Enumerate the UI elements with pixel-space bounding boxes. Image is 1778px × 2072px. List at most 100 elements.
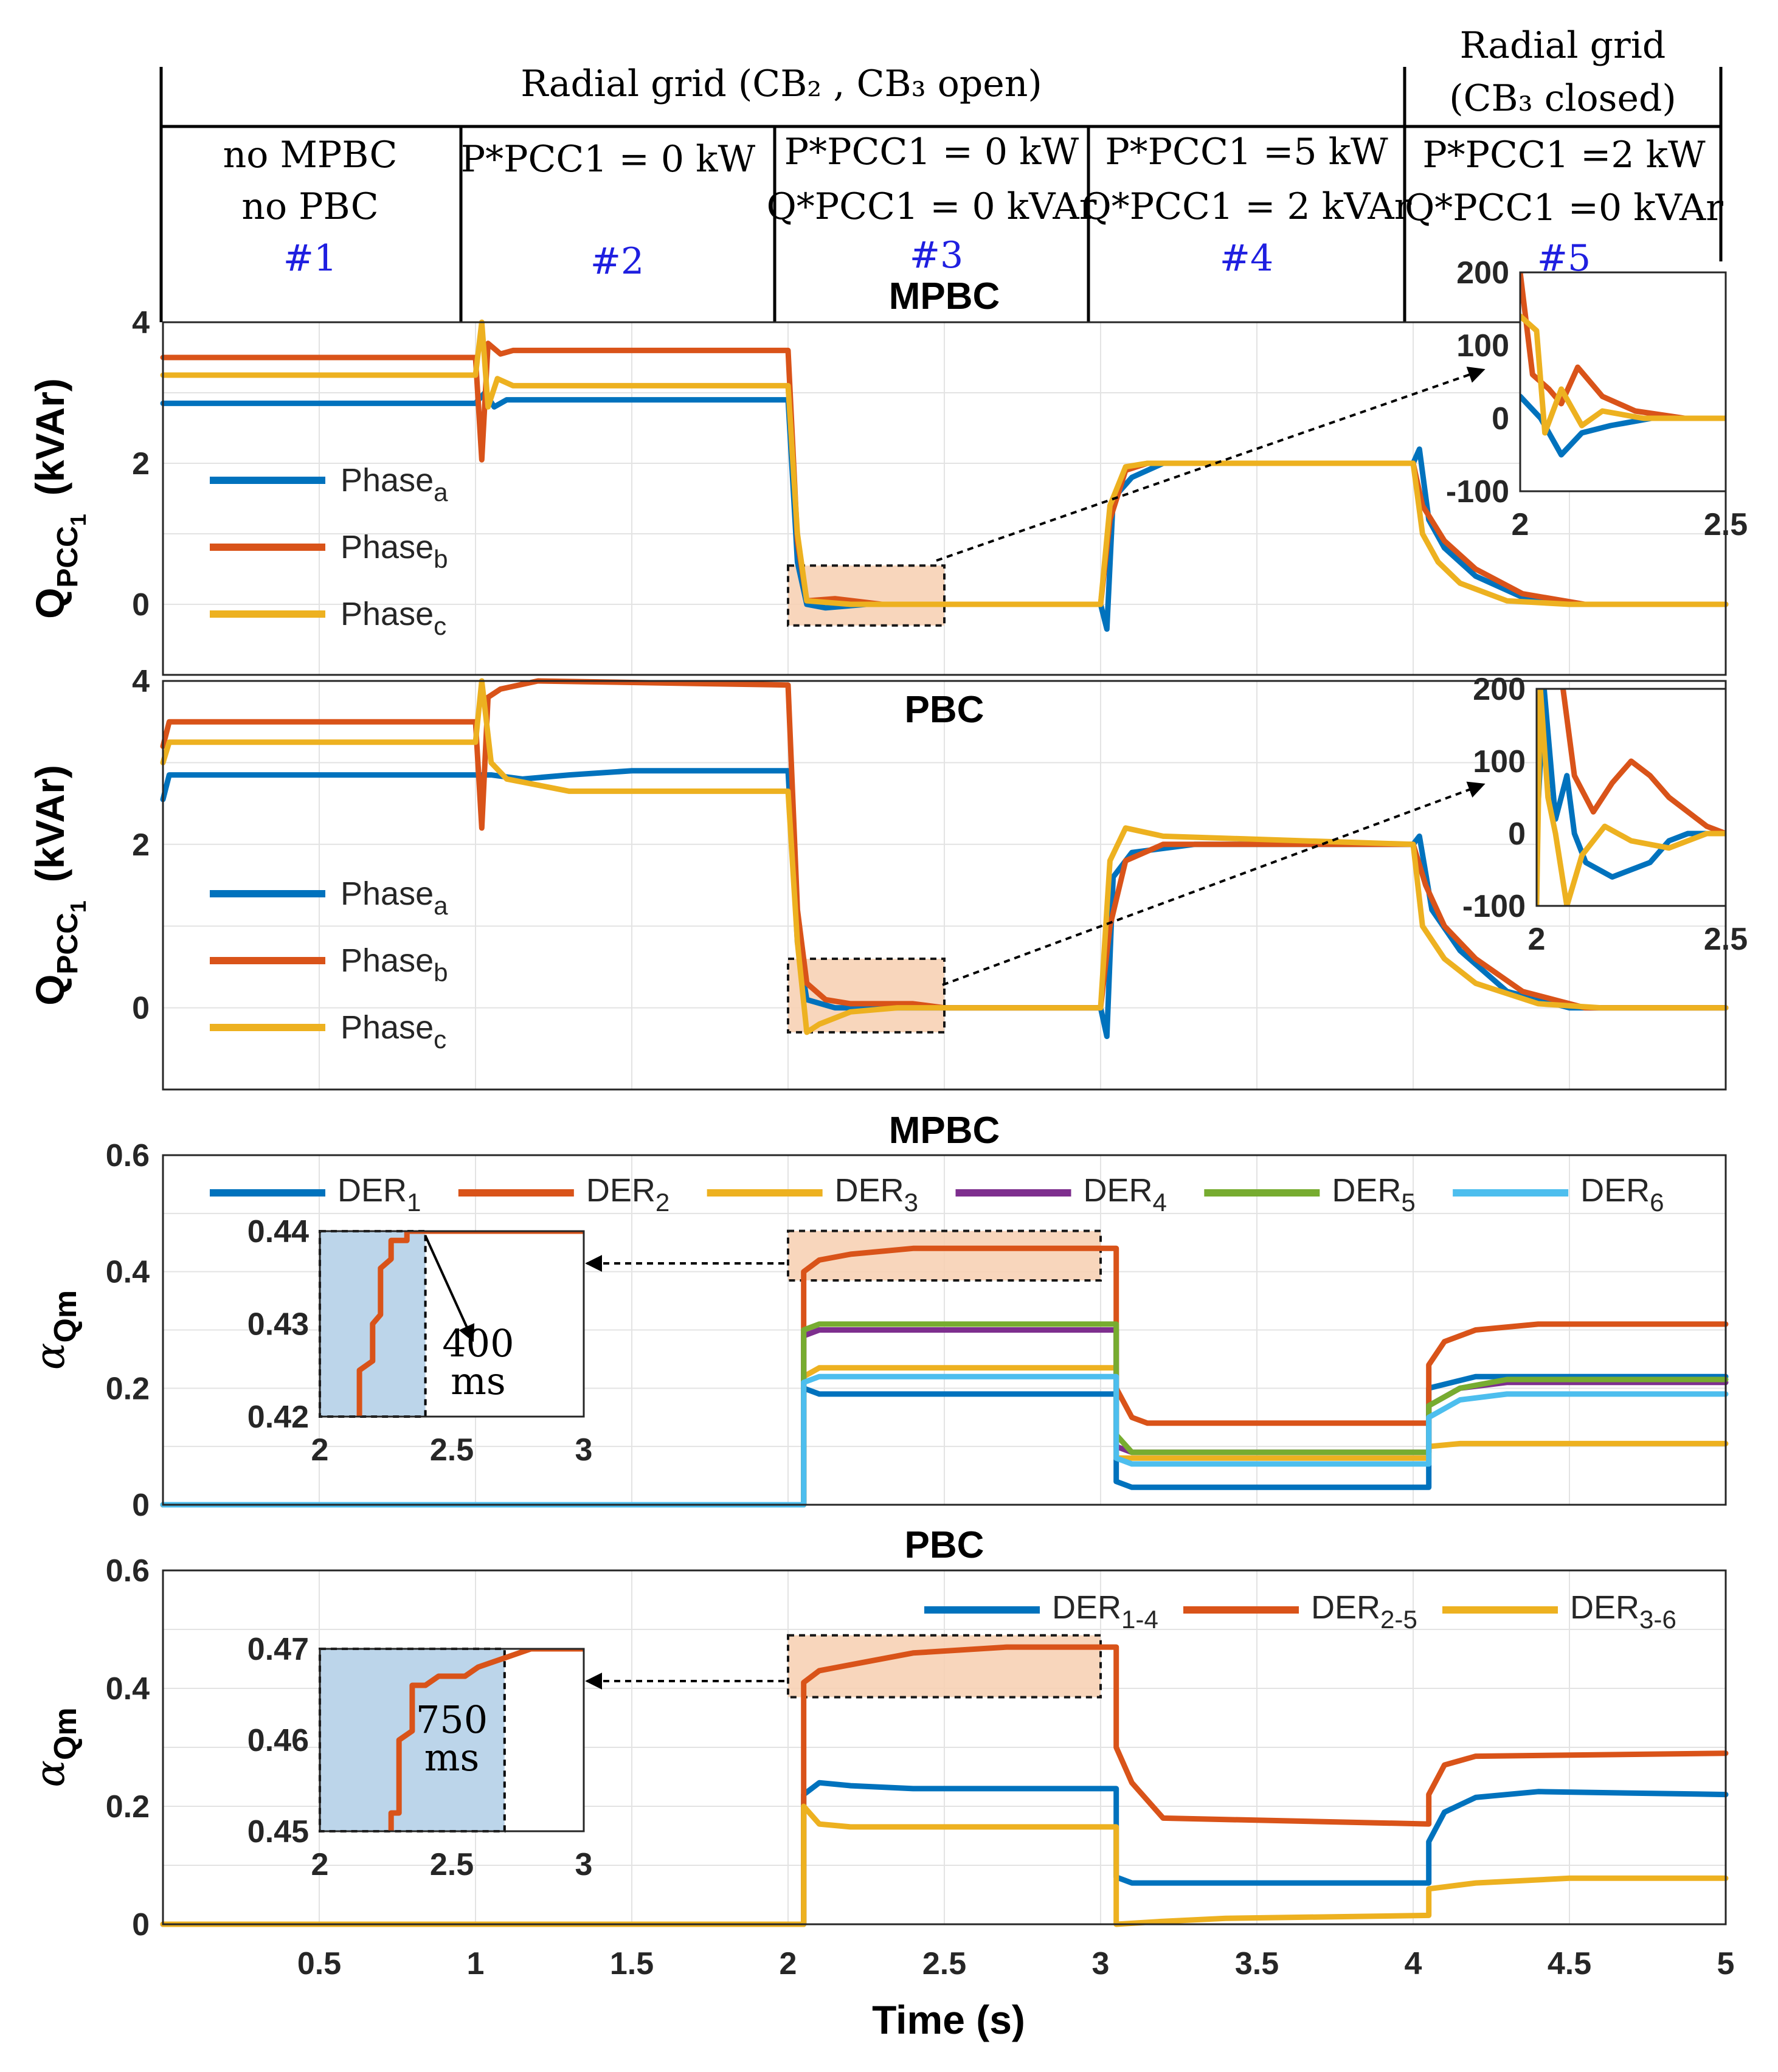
y-tick-label: 0.6 xyxy=(106,1138,150,1173)
inset-shaded-region xyxy=(319,1648,506,1832)
x-tick-label: 1 xyxy=(467,1946,485,1981)
inset-frame xyxy=(319,1230,585,1418)
inset-y-tick: 0.45 xyxy=(247,1814,309,1849)
legend-label: DER2 xyxy=(586,1172,669,1217)
case-4-line1: P*PCC1 =5 kW xyxy=(1105,131,1388,173)
label-subscript: 1 xyxy=(407,1188,421,1217)
label-subscript: a xyxy=(434,891,448,920)
inset-y-tick: -100 xyxy=(1462,889,1526,924)
inset-x-tick: 2.5 xyxy=(1704,922,1748,957)
x-tick-label: 3 xyxy=(1092,1946,1110,1981)
plot-frame xyxy=(162,1154,1727,1506)
case-5-line1: P*PCC1 =2 kW xyxy=(1422,134,1706,176)
legend-label: Phaseb xyxy=(341,529,448,573)
inset-series-phasec xyxy=(1537,689,1726,906)
x-axis-label: Time (s) xyxy=(872,1997,1025,2042)
label-base: DER xyxy=(835,1172,904,1209)
x-tick-label: 3.5 xyxy=(1235,1946,1279,1981)
label-base: DER xyxy=(1311,1589,1380,1626)
y-tick-label: 0.4 xyxy=(106,1671,150,1707)
header-radial-open: Radial grid (CB₂ , CB₃ open) xyxy=(521,63,1042,105)
y-label-subsub: 1 xyxy=(66,900,91,913)
y-axis-label: QPCC1 (kVAr) xyxy=(27,765,91,1006)
y-label-subsub: 1 xyxy=(66,514,91,526)
y-tick-label: 0.2 xyxy=(106,1789,150,1825)
y-axis-label: αQm xyxy=(27,1290,83,1370)
panel-title: MPBC xyxy=(889,275,1000,317)
legend-label: DER6 xyxy=(1580,1172,1664,1217)
y-tick-label: 4 xyxy=(132,305,150,340)
legend-label: DER5 xyxy=(1332,1172,1415,1217)
label-base: Phase xyxy=(341,875,434,912)
case-3-line2: Q*PCC1 = 0 kVAr xyxy=(767,185,1097,228)
x-tick-label: 2.5 xyxy=(922,1946,966,1981)
legend-label: DER1-4 xyxy=(1052,1589,1158,1634)
y-tick-label: 2 xyxy=(132,827,150,863)
label-subscript: b xyxy=(434,545,448,573)
label-base: DER xyxy=(337,1172,407,1209)
panel-title: MPBC xyxy=(889,1110,1000,1152)
label-base: Phase xyxy=(341,462,434,499)
y-axis-label: αQm xyxy=(27,1707,83,1787)
x-tick-label: 4.5 xyxy=(1548,1946,1591,1981)
zoom-arrow xyxy=(936,367,1486,562)
case-5: P*PCC1 =2 kW Q*PCC1 =0 kVAr #5 xyxy=(1405,134,1723,280)
series-line-der2 xyxy=(160,1245,1729,1508)
label-subscript: 3-6 xyxy=(1639,1605,1676,1634)
series-line-der6 xyxy=(160,1373,1729,1508)
inset-annotation-unit: ms xyxy=(424,1735,480,1780)
legend-label: Phasea xyxy=(341,875,448,920)
y-tick-label: 0 xyxy=(132,991,150,1026)
inset-x-tick: 2 xyxy=(1528,922,1546,957)
panel-title: PBC xyxy=(905,1524,984,1566)
series-line-der2-5 xyxy=(160,1644,1729,1927)
case-4-line2: Q*PCC1 = 2 kVAr xyxy=(1082,185,1412,228)
label-base: DER xyxy=(1580,1172,1650,1209)
y-label-base: Q xyxy=(27,588,72,619)
case-1-line1: no MPBC xyxy=(223,134,398,176)
panel-title: PBC xyxy=(905,689,984,731)
inset-x-tick: 3 xyxy=(575,1432,593,1468)
label-base: DER xyxy=(1332,1172,1401,1209)
label-subscript: 5 xyxy=(1401,1188,1415,1217)
case-4-number: #4 xyxy=(1220,237,1273,280)
case-2-line1: P*PCC1 = 0 kW xyxy=(461,138,756,181)
label-subscript: 4 xyxy=(1153,1188,1167,1217)
case-1-line2: no PBC xyxy=(241,185,378,228)
inset-x-tick: 3 xyxy=(575,1847,593,1882)
inset-frame xyxy=(319,1648,585,1832)
y-label-unit: (kVAr) xyxy=(27,378,72,496)
inset-annotation-unit: ms xyxy=(451,1359,506,1403)
scenario-header xyxy=(159,67,1723,322)
case-5-line2: Q*PCC1 =0 kVAr xyxy=(1405,187,1723,229)
inset-series-der2 xyxy=(356,1231,584,1417)
label-subscript: 6 xyxy=(1650,1188,1664,1217)
label-base: DER xyxy=(1084,1172,1153,1209)
label-base: DER xyxy=(1052,1589,1121,1626)
y-label-alpha: α xyxy=(27,1343,74,1370)
series-line-phasec xyxy=(160,678,1729,1035)
y-label-sub: Qm xyxy=(48,1707,83,1760)
inset-y-tick: 200 xyxy=(1456,255,1509,291)
inset-x-tick: 2.5 xyxy=(1704,507,1748,542)
y-label-sub: PCC xyxy=(52,913,84,974)
y-axis-label: QPCC1 (kVAr) xyxy=(27,378,91,619)
series-line-der5 xyxy=(160,1321,1729,1508)
inset-y-tick: 0.44 xyxy=(247,1214,309,1249)
inset-x-tick: 2 xyxy=(1512,507,1529,542)
legend-label: Phasea xyxy=(341,462,448,506)
label-subscript: b xyxy=(434,958,448,987)
case-3: P*PCC1 = 0 kW Q*PCC1 = 0 kVAr #3 xyxy=(767,131,1097,277)
inset-y-tick: 0 xyxy=(1492,401,1509,437)
label-base: Phase xyxy=(341,596,434,632)
case-2: P*PCC1 = 0 kW #2 xyxy=(461,138,756,283)
y-tick-label: 0 xyxy=(132,1488,150,1523)
label-base: Phase xyxy=(341,1009,434,1046)
header-radial-closed-line2: (CB₃ closed) xyxy=(1449,77,1676,120)
inset-series-der2-5 xyxy=(388,1649,584,1831)
x-tick-label: 5 xyxy=(1717,1946,1735,1981)
legend-label: DER1 xyxy=(337,1172,421,1217)
